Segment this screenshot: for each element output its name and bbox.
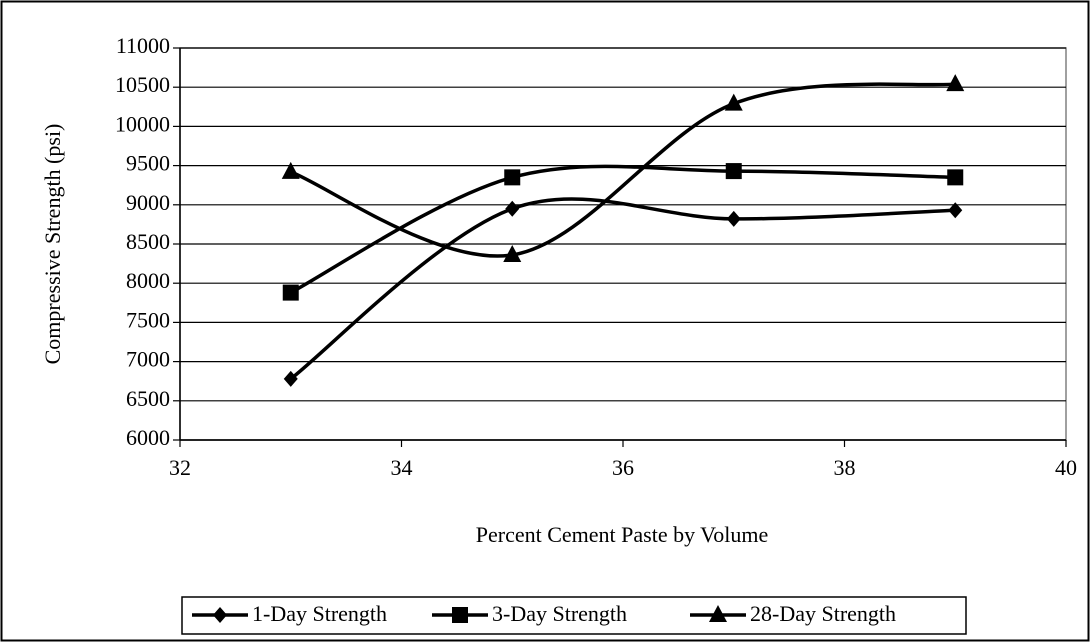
y-axis-label: Compressive Strength (psi) [40, 124, 65, 365]
x-tick-label: 36 [612, 455, 634, 480]
x-tick-label: 38 [834, 455, 856, 480]
y-tick-label: 10000 [115, 111, 170, 136]
marker [503, 244, 522, 262]
legend-label: 28-Day Strength [750, 601, 896, 626]
x-tick-label: 40 [1055, 455, 1077, 480]
y-tick-label: 7500 [126, 307, 170, 332]
x-axis-label: Percent Cement Paste by Volume [476, 522, 768, 547]
marker [282, 284, 299, 301]
marker [505, 200, 520, 217]
marker [726, 210, 741, 227]
marker [946, 74, 965, 92]
y-tick-label: 8500 [126, 229, 170, 254]
marker [948, 202, 963, 219]
marker [947, 169, 964, 186]
legend-label: 1-Day Strength [252, 601, 387, 626]
legend-label: 3-Day Strength [492, 601, 627, 626]
y-tick-label: 9000 [126, 190, 170, 215]
x-tick-label: 34 [391, 455, 413, 480]
marker [213, 607, 227, 623]
y-tick-label: 11000 [116, 33, 170, 58]
y-tick-label: 6500 [126, 386, 170, 411]
marker [504, 169, 521, 186]
series-line [289, 197, 956, 381]
y-tick-label: 7000 [126, 347, 170, 372]
y-tick-label: 9500 [126, 151, 170, 176]
marker [725, 163, 742, 180]
series-line [289, 164, 956, 295]
legend-box [181, 596, 967, 635]
x-tick-label: 32 [169, 455, 191, 480]
y-tick-label: 6000 [126, 425, 170, 450]
marker [281, 161, 300, 179]
marker [724, 93, 743, 111]
marker [452, 607, 468, 623]
y-tick-label: 8000 [126, 268, 170, 293]
series-line [290, 82, 956, 258]
marker [709, 605, 727, 622]
marker [283, 370, 298, 387]
y-tick-label: 10500 [115, 72, 170, 97]
